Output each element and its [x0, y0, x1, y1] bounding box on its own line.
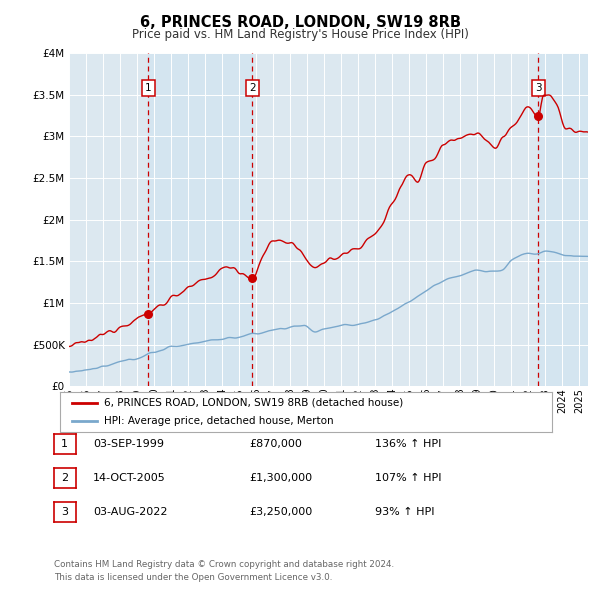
Point [533, 111, 543, 120]
Text: 03-AUG-2022: 03-AUG-2022 [93, 507, 167, 517]
Bar [148, 53, 253, 386]
Text: 93% ↑ HPI: 93% ↑ HPI [375, 507, 434, 517]
Text: £870,000: £870,000 [249, 439, 302, 448]
Text: 1: 1 [145, 83, 152, 93]
Text: 2: 2 [61, 473, 68, 483]
Point [143, 309, 153, 319]
Text: 2: 2 [249, 83, 256, 93]
Text: 136% ↑ HPI: 136% ↑ HPI [375, 439, 442, 448]
Text: 1: 1 [61, 439, 68, 448]
Text: 3: 3 [61, 507, 68, 517]
Text: Price paid vs. HM Land Registry's House Price Index (HPI): Price paid vs. HM Land Registry's House … [131, 28, 469, 41]
Text: 3: 3 [535, 83, 542, 93]
Text: Contains HM Land Registry data © Crown copyright and database right 2024.
This d: Contains HM Land Registry data © Crown c… [54, 560, 394, 582]
Point [248, 273, 257, 283]
Bar [538, 53, 588, 386]
Text: £3,250,000: £3,250,000 [249, 507, 312, 517]
Text: 03-SEP-1999: 03-SEP-1999 [93, 439, 164, 448]
Text: 107% ↑ HPI: 107% ↑ HPI [375, 473, 442, 483]
Text: £1,300,000: £1,300,000 [249, 473, 312, 483]
Text: 6, PRINCES ROAD, LONDON, SW19 8RB: 6, PRINCES ROAD, LONDON, SW19 8RB [139, 15, 461, 30]
Text: HPI: Average price, detached house, Merton: HPI: Average price, detached house, Mert… [104, 416, 334, 426]
Text: 6, PRINCES ROAD, LONDON, SW19 8RB (detached house): 6, PRINCES ROAD, LONDON, SW19 8RB (detac… [104, 398, 404, 408]
Text: 14-OCT-2005: 14-OCT-2005 [93, 473, 166, 483]
